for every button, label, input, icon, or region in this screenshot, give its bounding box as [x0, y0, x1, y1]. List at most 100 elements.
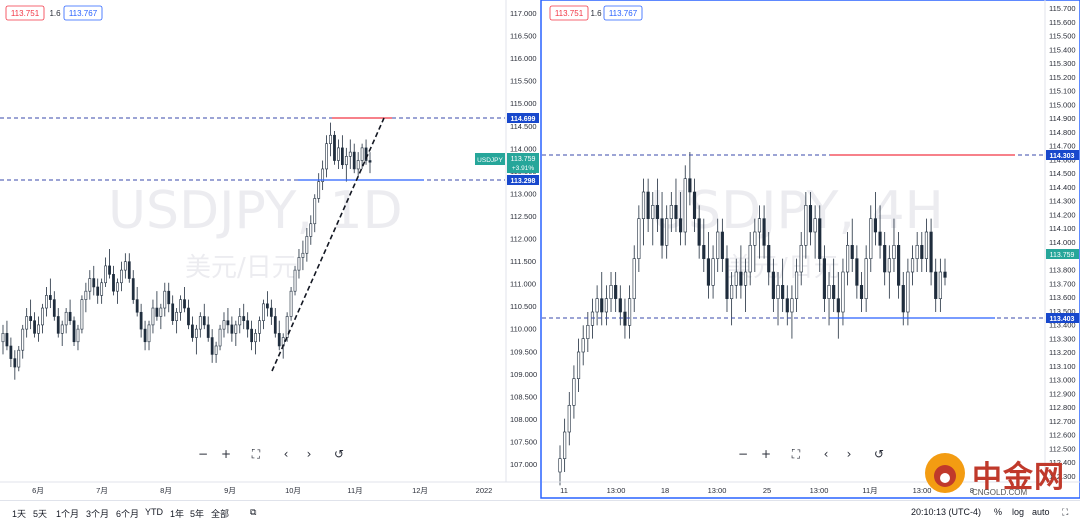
candle-down	[226, 320, 230, 326]
x-tick-label: 13:00	[913, 486, 932, 495]
log-toggle[interactable]: log	[1012, 507, 1025, 517]
range-1y-button[interactable]: 1年	[170, 509, 185, 519]
candle-down	[943, 271, 947, 278]
right-ask-box[interactable]	[603, 5, 643, 21]
candle-up	[841, 271, 845, 313]
candle-up	[45, 295, 48, 309]
x-tick-label: 9月	[224, 486, 236, 495]
y-tick-label: 107.000	[510, 460, 537, 469]
left-spread: 1.6	[49, 9, 61, 18]
y-tick-label: 113.500	[1049, 307, 1076, 316]
candle-up	[665, 218, 669, 246]
range-1m-button[interactable]: 1个月	[56, 509, 80, 519]
right-scroll-right-icon[interactable]: ›	[847, 447, 852, 461]
percent-toggle[interactable]: %	[994, 507, 1003, 517]
left-reset-icon[interactable]: ↺	[334, 447, 344, 461]
left-zoom-in-button[interactable]: +	[221, 447, 231, 461]
right-zoom-out-button[interactable]: −	[738, 447, 748, 461]
x-tick-label: 11月	[862, 486, 877, 495]
candle-down	[340, 147, 344, 166]
candle-down	[725, 258, 729, 299]
y-tick-label: 107.500	[510, 437, 537, 446]
candle-down	[246, 320, 250, 330]
left-trendline[interactable]	[271, 117, 385, 372]
right-reset-icon[interactable]: ↺	[874, 447, 884, 461]
candle-down	[273, 316, 277, 334]
auto-toggle[interactable]: auto	[1032, 507, 1050, 517]
candle-up	[222, 320, 226, 330]
clock-readout[interactable]: 20:10:13 (UTC-4)	[911, 507, 982, 517]
candle-up	[64, 311, 68, 326]
candle-down	[674, 205, 678, 219]
y-tick-label: 113.300	[1049, 334, 1076, 343]
y-tick-label: 115.000	[510, 99, 537, 108]
y-tick-label: 109.000	[510, 370, 537, 379]
candle-up	[198, 316, 202, 330]
candle-down	[108, 265, 111, 275]
right-high-tag	[1046, 150, 1079, 160]
candle-down	[692, 191, 697, 219]
candle-down	[836, 298, 840, 313]
fullscreen-icon[interactable]: ⛶	[1062, 507, 1069, 517]
y-tick-label: 113.100	[1049, 362, 1076, 371]
y-tick-label: 117.000	[510, 9, 537, 18]
candle-down	[242, 316, 246, 321]
candle-up	[289, 290, 293, 317]
left-zoom-out-button[interactable]: −	[198, 447, 208, 461]
candle-up	[567, 405, 571, 433]
candle-up	[748, 245, 752, 273]
left-ask-box[interactable]	[63, 5, 103, 21]
candle-up	[910, 258, 915, 273]
range-1d-button[interactable]: 1天	[12, 509, 27, 519]
candle-up	[194, 328, 198, 338]
left-low-tag	[507, 175, 539, 185]
range-3m-button[interactable]: 3个月	[86, 509, 110, 519]
right-last-tag-text: 113.759	[1050, 252, 1075, 259]
left-scroll-left-icon[interactable]: ‹	[284, 447, 289, 461]
y-tick-label: 116.500	[510, 32, 537, 41]
candle-up	[325, 143, 328, 170]
right-scroll-left-icon[interactable]: ‹	[824, 447, 829, 461]
candle-down	[771, 271, 775, 299]
candle-up	[313, 198, 317, 225]
candle-up	[305, 236, 309, 254]
candle-up	[285, 316, 289, 338]
left-fit-icon[interactable]: ⛶	[251, 447, 261, 461]
candle-up	[1, 333, 5, 343]
candle-down	[135, 299, 139, 313]
right-zoom-in-button[interactable]: +	[761, 447, 771, 461]
candle-down	[56, 316, 60, 334]
y-tick-label: 112.800	[1049, 403, 1076, 412]
candle-up	[669, 205, 673, 219]
candle-up	[869, 218, 873, 259]
candle-down	[600, 298, 604, 313]
candle-down	[762, 218, 766, 246]
candle-down	[368, 160, 372, 163]
candle-down	[785, 298, 789, 313]
candle-down	[679, 218, 683, 233]
right-fit-icon[interactable]: ⛶	[791, 447, 801, 461]
candle-up	[321, 168, 325, 182]
right-bid-box[interactable]	[549, 5, 589, 21]
y-tick-label: 114.500	[510, 122, 537, 131]
candle-up	[586, 325, 590, 339]
range-6m-button[interactable]: 6个月	[116, 509, 140, 519]
range-ytd-button[interactable]: YTD	[145, 507, 163, 517]
left-high-tag-text: 114.699	[511, 116, 536, 123]
y-tick-label: 110.000	[510, 325, 537, 334]
left-scroll-right-icon[interactable]: ›	[307, 447, 312, 461]
range-all-button[interactable]: 全部	[211, 509, 230, 519]
range-5y-button[interactable]: 5年	[190, 509, 205, 519]
left-y-axis: 117.000 116.500 116.000 115.500 115.000 114.5…	[510, 9, 537, 469]
range-5d-button[interactable]: 5天	[33, 509, 48, 519]
chart-canvas[interactable]: USDJPY, 1D 美元/日元 117.000116.500116.00011…	[0, 0, 1080, 500]
candle-down	[855, 258, 859, 286]
y-tick-label: 114.300	[1049, 197, 1076, 206]
candle-down	[230, 324, 234, 334]
candle-up	[238, 316, 242, 326]
y-tick-label: 110.500	[510, 302, 537, 311]
calendar-icon[interactable]: ⧉	[250, 507, 257, 517]
x-tick-label: 11	[560, 486, 568, 495]
y-tick-label: 109.500	[510, 347, 537, 356]
left-bid-box[interactable]	[5, 5, 45, 21]
